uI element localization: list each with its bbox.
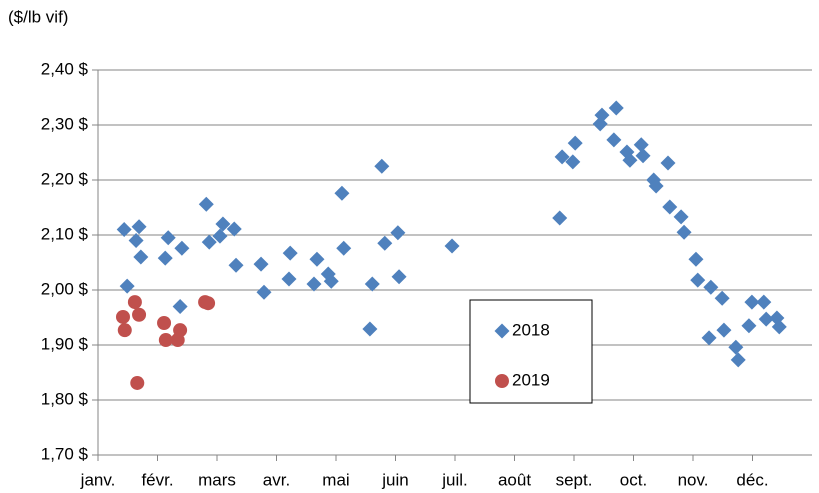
point <box>565 154 581 170</box>
point <box>130 375 145 390</box>
point <box>115 309 130 324</box>
point <box>201 234 217 250</box>
point <box>226 221 242 237</box>
point <box>336 240 352 256</box>
legend-marker <box>494 323 510 339</box>
point <box>741 318 757 334</box>
point <box>127 295 142 310</box>
point <box>334 185 350 201</box>
point <box>374 158 390 174</box>
point <box>198 196 214 212</box>
legend-marker <box>495 374 509 388</box>
point <box>390 225 406 241</box>
point <box>174 240 190 256</box>
point <box>444 238 460 254</box>
y-tick-label: 2,30 $ <box>41 114 89 133</box>
point <box>716 322 732 338</box>
point <box>552 210 568 226</box>
point <box>554 149 570 165</box>
point <box>648 178 664 194</box>
point <box>116 222 132 237</box>
x-tick-label: févr. <box>141 470 173 489</box>
point <box>714 290 730 306</box>
point <box>594 107 610 123</box>
point <box>160 230 176 246</box>
point <box>212 228 228 244</box>
point <box>364 276 380 292</box>
point <box>281 271 297 287</box>
y-axis-label: ($/lb vif) <box>8 7 68 26</box>
point <box>117 323 132 338</box>
point <box>771 319 787 335</box>
x-tick-label: juil. <box>441 470 468 489</box>
y-tick-label: 2,10 $ <box>41 224 89 243</box>
point <box>133 249 149 265</box>
point <box>256 284 272 300</box>
point <box>323 273 339 289</box>
point <box>228 257 244 273</box>
point <box>622 152 638 168</box>
x-tick-label: avr. <box>263 470 290 489</box>
point <box>131 219 147 235</box>
y-tick-label: 1,70 $ <box>41 444 89 463</box>
y-tick-label: 2,20 $ <box>41 169 89 188</box>
x-tick-label: déc. <box>736 470 768 489</box>
point <box>282 245 298 261</box>
point <box>660 155 676 171</box>
point <box>362 321 378 337</box>
point <box>635 148 651 164</box>
point <box>128 233 144 248</box>
legend-label: 2018 <box>512 320 550 339</box>
point <box>173 323 188 338</box>
point <box>306 276 322 292</box>
point <box>172 299 188 314</box>
point <box>377 235 393 251</box>
point <box>567 135 583 151</box>
point <box>158 333 173 348</box>
x-tick-label: juin <box>381 470 408 489</box>
point <box>730 352 746 368</box>
point <box>157 316 172 330</box>
point <box>744 294 760 310</box>
point <box>119 278 135 294</box>
legend-label: 2019 <box>512 370 550 389</box>
point <box>606 132 622 148</box>
point <box>756 294 772 310</box>
point <box>132 307 147 322</box>
point <box>690 272 706 288</box>
legend-box <box>469 299 593 404</box>
point <box>703 279 719 295</box>
point <box>728 339 744 355</box>
x-tick-label: août <box>498 470 531 489</box>
point <box>391 269 407 285</box>
x-tick-label: janv. <box>80 470 116 489</box>
y-tick-label: 2,40 $ <box>41 59 89 78</box>
point <box>662 199 678 215</box>
point <box>215 216 231 232</box>
y-tick-label: 2,00 $ <box>41 279 89 298</box>
point <box>608 100 624 116</box>
x-tick-label: mars <box>198 470 236 489</box>
y-tick-label: 1,90 $ <box>41 334 89 353</box>
x-tick-label: mai <box>322 470 349 489</box>
point <box>701 330 717 346</box>
point <box>633 137 649 153</box>
point <box>676 224 692 240</box>
point <box>758 311 774 327</box>
point <box>157 250 173 266</box>
point <box>673 209 689 225</box>
x-tick-label: oct. <box>620 470 647 489</box>
y-tick-label: 1,80 $ <box>41 389 89 408</box>
x-tick-label: nov. <box>678 470 709 489</box>
point <box>253 256 269 272</box>
point <box>688 251 704 267</box>
point <box>309 251 325 267</box>
point <box>201 296 216 311</box>
x-tick-label: sept. <box>556 470 593 489</box>
